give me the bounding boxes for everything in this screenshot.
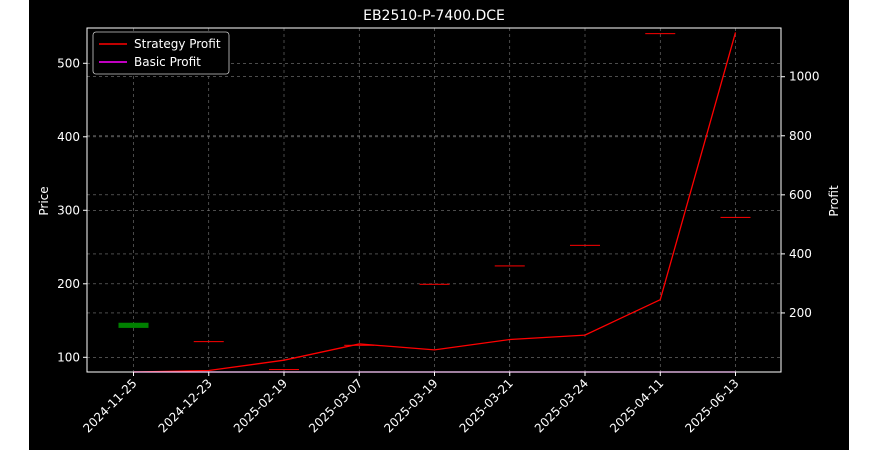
candle-2025-03-24 — [570, 244, 600, 246]
candle-2024-12-23 — [193, 341, 224, 343]
candle-2025-03-07 — [344, 344, 375, 346]
candles — [118, 33, 751, 371]
y-tick-label: 300 — [57, 203, 80, 217]
candle-2024-11-25 — [118, 322, 149, 328]
figure-background — [29, 0, 849, 450]
y2-tick-label: 600 — [789, 188, 812, 202]
y2-tick-label: 800 — [789, 129, 812, 143]
y2-tick-label: 1000 — [789, 70, 820, 84]
y-tick-label: 200 — [57, 277, 80, 291]
candle-2025-04-11 — [645, 33, 676, 35]
candle-2025-03-19 — [419, 283, 450, 285]
candle-2025-02-19 — [269, 369, 299, 371]
legend-label-strategy-profit: Strategy Profit — [134, 37, 221, 51]
legend-box — [92, 31, 230, 75]
legend: Strategy Profit Basic Profit — [92, 31, 230, 75]
y2-axis-label: Profit — [827, 185, 841, 217]
series-line-strategy-profit — [133, 32, 737, 373]
chart-title: EB2510-P-7400.DCE — [363, 8, 505, 24]
y-axis-right: 200 400 600 800 1000 — [781, 70, 820, 320]
y-axis-left: 100 200 300 400 500 — [57, 56, 87, 364]
candle-2025-06-13 — [720, 216, 751, 218]
legend-label-basic-profit: Basic Profit — [134, 55, 201, 69]
y-tick-label: 500 — [57, 56, 80, 70]
y-axis-label: Price — [37, 186, 51, 215]
y2-tick-label: 400 — [789, 247, 812, 261]
y2-tick-label: 200 — [789, 306, 812, 320]
candle-2025-03-21 — [494, 265, 525, 267]
y-tick-label: 400 — [57, 130, 80, 144]
y-tick-label: 100 — [57, 350, 80, 364]
